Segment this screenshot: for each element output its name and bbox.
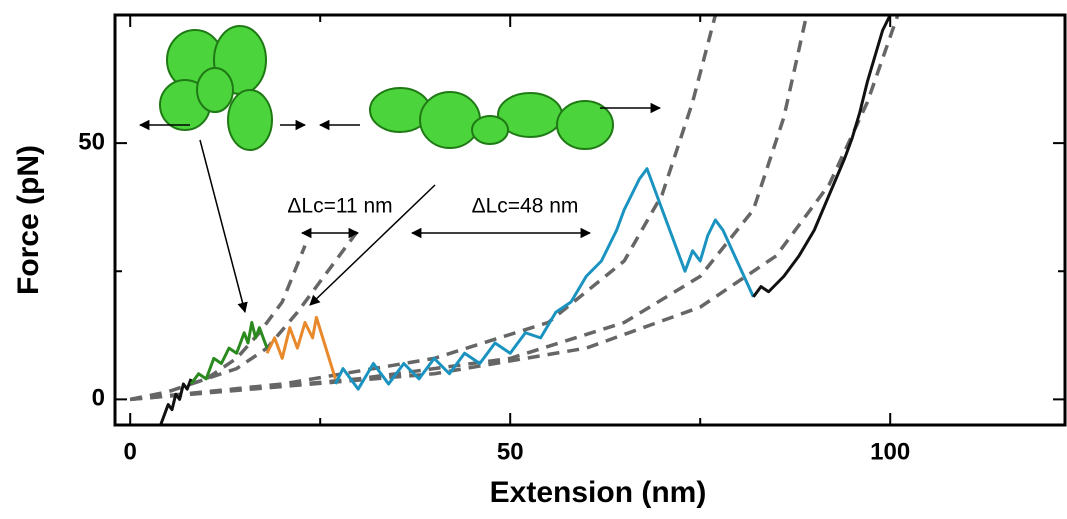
y-tick-label: 0 xyxy=(92,385,105,412)
data-trace xyxy=(265,315,337,380)
y-tick-label: 50 xyxy=(78,128,105,155)
x-tick-label: 50 xyxy=(497,438,524,465)
fit-curve xyxy=(130,15,900,402)
fit-curve xyxy=(190,229,360,386)
annotation: ΔLc=48 nm xyxy=(472,195,579,218)
plot-area xyxy=(129,15,900,425)
x-axis-label: Extension (nm) xyxy=(490,476,707,509)
protein-unfolded xyxy=(369,87,614,150)
fit-curve xyxy=(129,244,307,402)
data-trace xyxy=(189,321,269,385)
annotation-arrows xyxy=(138,102,662,314)
y-axis-label: Force (pN) xyxy=(12,145,45,295)
fit-curve xyxy=(130,15,809,402)
data-trace xyxy=(752,15,892,298)
data-trace xyxy=(334,167,755,391)
protein-folded xyxy=(159,25,273,151)
fit-curve xyxy=(130,15,718,402)
annotation: ΔLc=11 nm xyxy=(287,195,392,218)
plot-frame xyxy=(113,13,1067,427)
x-tick-label: 100 xyxy=(870,438,910,465)
data-trace xyxy=(159,378,193,425)
x-tick-label: 0 xyxy=(124,438,137,465)
